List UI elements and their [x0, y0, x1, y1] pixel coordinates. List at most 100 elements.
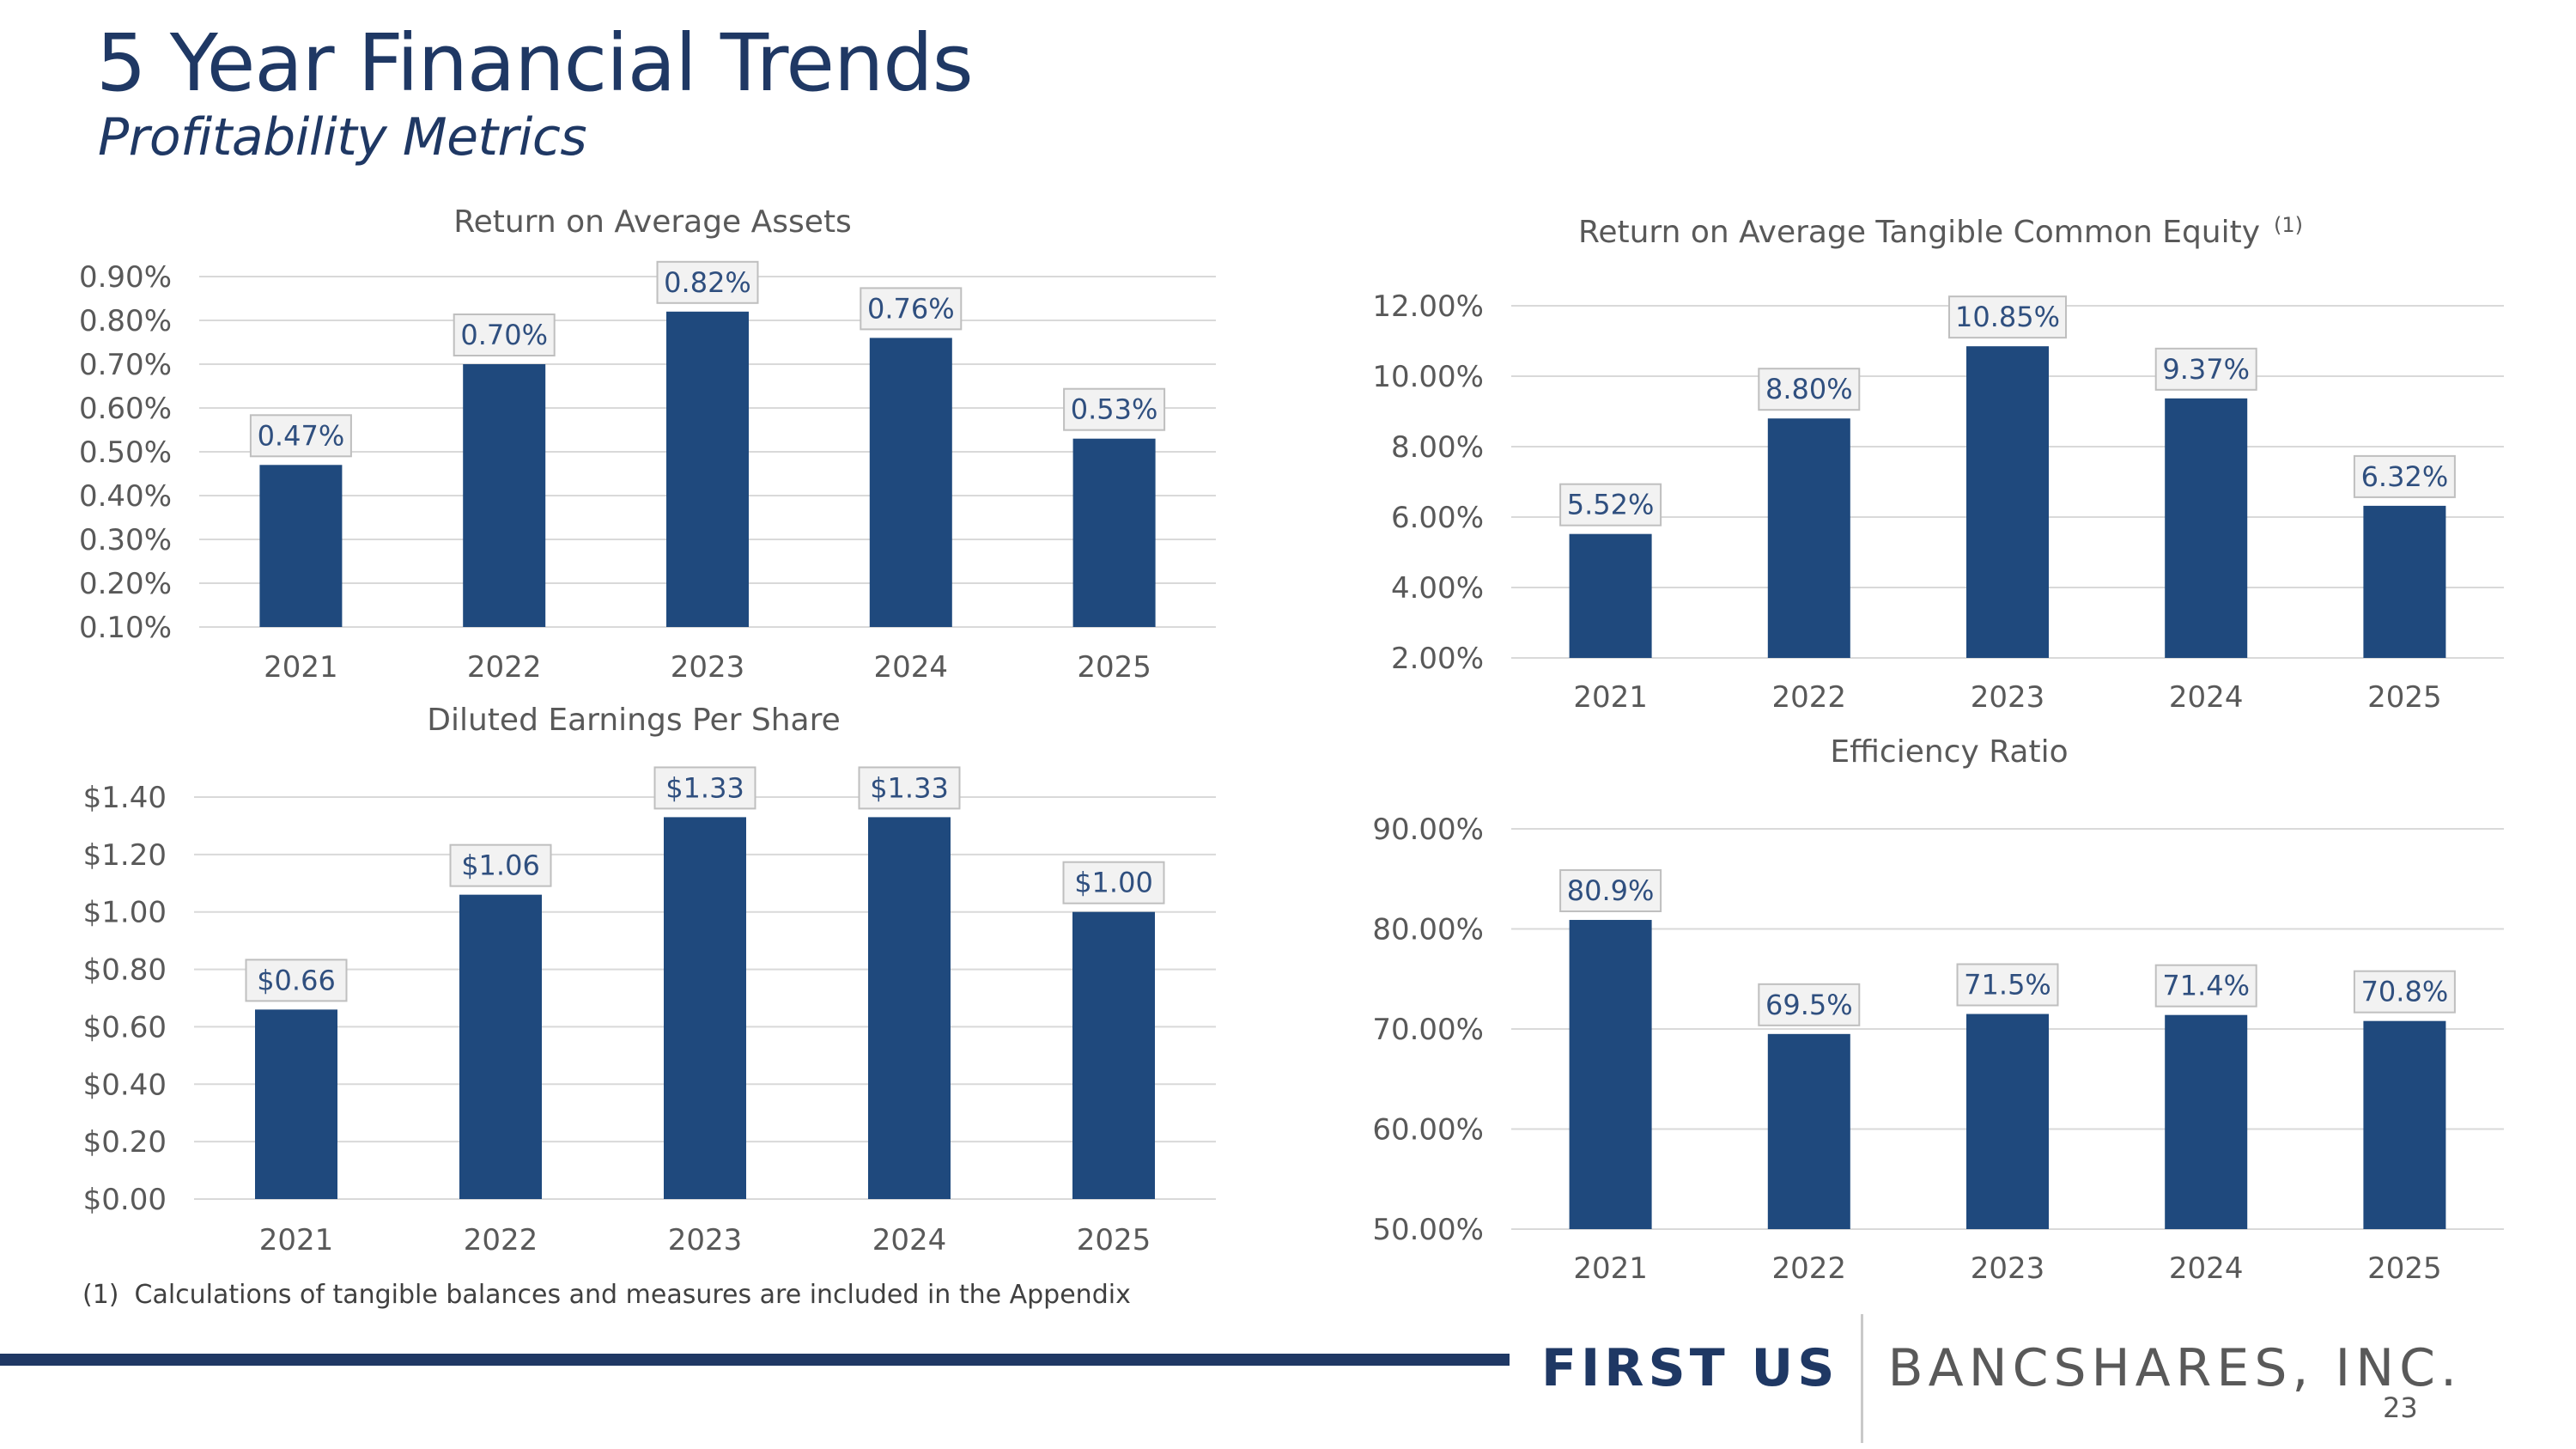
chart-return-on-average-assets: Return on Average Assets 0.90% 0.80% 0.70% 0… [79, 204, 1216, 685]
y-tick-label: 0.70% [79, 348, 172, 382]
company-logo: FIRST US BANCSHARES, INC. [1541, 1314, 2463, 1443]
y-tick-label: 12.00% [1372, 289, 1484, 324]
footnote-text: Calculations of tangible balances and me… [134, 1280, 1131, 1310]
y-tick-label: 0.30% [79, 523, 172, 557]
data-label: 0.76% [867, 292, 955, 325]
data-label-box [1063, 387, 1166, 431]
bar [2165, 1014, 2248, 1229]
data-label: 0.70% [460, 319, 548, 351]
bar [1966, 1014, 2049, 1229]
y-tick-label: $0.20 [83, 1125, 167, 1160]
data-label-box [858, 766, 961, 810]
data-label: 71.5% [1964, 969, 2051, 1002]
chart-title: Efficiency Ratio [1830, 734, 2068, 770]
x-tick-label: 2021 [259, 1223, 334, 1257]
bar [869, 338, 952, 627]
y-tick-label: 50.00% [1372, 1213, 1484, 1247]
y-tick-label: 2.00% [1391, 642, 1484, 676]
bar [2363, 505, 2446, 658]
data-label: 0.82% [664, 266, 751, 299]
y-tick-label: 0.60% [79, 392, 172, 426]
y-tick-label: 70.00% [1372, 1013, 1484, 1047]
data-label: 10.85% [1955, 301, 2060, 333]
y-tick-label: 0.90% [79, 260, 172, 295]
data-label-box [656, 260, 759, 304]
bar [463, 364, 546, 627]
x-tick-label: 2025 [1077, 650, 1151, 685]
x-tick-label: 2023 [1971, 680, 2045, 715]
chart-title: Return on Average Assets [453, 204, 852, 240]
data-label-box [860, 287, 963, 331]
x-tick-label: 2022 [464, 1223, 538, 1257]
bar [1767, 1033, 1850, 1229]
x-tick-label: 2024 [874, 650, 949, 685]
footnote-marker: (1) [82, 1280, 119, 1310]
y-tick-label: 60.00% [1372, 1113, 1484, 1148]
logo-primary-text: FIRST US [1541, 1338, 1839, 1398]
logo-secondary-text: BANCSHARES, INC. [1887, 1338, 2463, 1398]
y-tick-label: $1.00 [83, 896, 167, 930]
data-label-box [1956, 963, 2059, 1007]
x-tick-label: 2023 [671, 650, 745, 685]
chart-efficiency-ratio: Efficiency Ratio 90.00% 80.00% 70.00% 60.00%… [1372, 734, 2504, 1286]
data-label: 9.37% [2162, 353, 2250, 386]
bar [666, 311, 749, 627]
data-label: 6.32% [2361, 460, 2449, 493]
x-tick-label: 2024 [2169, 1251, 2244, 1286]
y-tick-label: 0.10% [79, 611, 172, 645]
page-number: 23 [2383, 1391, 2418, 1424]
y-tick-label: $0.80 [83, 953, 167, 988]
x-tick-label: 2023 [1971, 1251, 2045, 1286]
data-label-box [453, 314, 556, 356]
y-tick-label: 0.50% [79, 435, 172, 470]
y-tick-label: 80.00% [1372, 913, 1484, 947]
y-tick-label: $0.00 [83, 1183, 167, 1217]
data-label-box [1758, 983, 1861, 1026]
data-label: 80.9% [1567, 874, 1655, 907]
bar [2363, 1020, 2446, 1229]
chart-title: Diluted Earnings Per Share [427, 703, 840, 738]
data-label-box [1559, 869, 1662, 913]
x-tick-label: 2022 [467, 650, 542, 685]
x-tick-label: 2021 [1573, 680, 1648, 715]
x-tick-label: 2025 [1077, 1223, 1151, 1257]
chart-title-superscript: (1) [2274, 213, 2303, 237]
x-tick-label: 2025 [2367, 1251, 2442, 1286]
data-label: 70.8% [2361, 976, 2449, 1008]
x-tick-label: 2025 [2367, 680, 2442, 715]
y-tick-label: 10.00% [1372, 360, 1484, 394]
bar [255, 1009, 337, 1199]
page-subtitle: Profitability Metrics [98, 107, 587, 167]
x-tick-label: 2021 [1573, 1251, 1648, 1286]
y-tick-label: 0.20% [79, 567, 172, 601]
logo-divider [1861, 1314, 1864, 1443]
x-tick-label: 2022 [1772, 680, 1847, 715]
data-label: $0.66 [257, 964, 336, 996]
y-tick-label: 4.00% [1391, 571, 1484, 606]
x-tick-label: 2022 [1772, 1251, 1847, 1286]
data-label-box [1062, 861, 1165, 904]
x-tick-label: 2024 [2169, 680, 2244, 715]
y-tick-label: 6.00% [1391, 501, 1484, 535]
chart-return-on-tangible-common-equity: Return on Average Tangible Common Equity… [1372, 213, 2504, 715]
data-label: 71.4% [2162, 970, 2250, 1002]
bar [1966, 346, 2049, 658]
data-label-box [2353, 454, 2456, 498]
y-tick-label: $1.40 [83, 781, 167, 815]
bar [868, 817, 951, 1199]
bar [2165, 398, 2248, 658]
page-title: 5 Year Financial Trends [96, 17, 974, 109]
bar [664, 817, 746, 1199]
data-label-box [2154, 347, 2257, 391]
data-label: 0.47% [258, 419, 345, 452]
bar [459, 894, 542, 1199]
x-tick-label: 2024 [872, 1223, 947, 1257]
data-label-box [2353, 970, 2456, 1014]
chart-title: Return on Average Tangible Common Equity… [1578, 213, 2303, 250]
data-label: 8.80% [1765, 373, 1853, 405]
data-label-box [1948, 295, 2067, 339]
data-label: 0.53% [1071, 393, 1158, 426]
data-label-box [1559, 483, 1662, 527]
data-label-box [245, 959, 348, 1002]
footnote: (1) Calculations of tangible balances and… [82, 1280, 1131, 1310]
